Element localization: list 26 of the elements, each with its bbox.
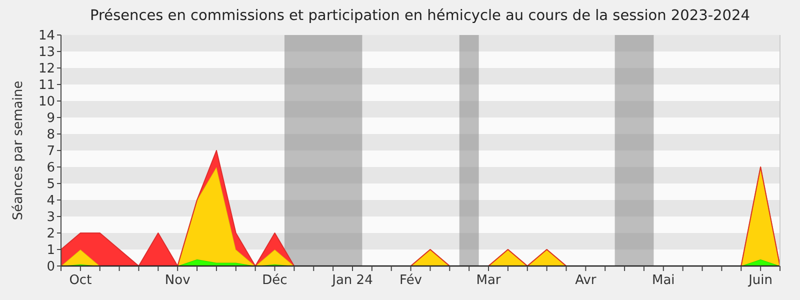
x-tick-label: Juin [748, 273, 773, 288]
y-tick-label: 4 [46, 194, 55, 209]
x-tick-label: Nov [164, 273, 191, 288]
y-tick-label: 1 [46, 243, 55, 258]
y-tick-label: 14 [38, 28, 55, 44]
x-tick-label: Avr [575, 273, 597, 288]
y-tick-label: 12 [38, 62, 55, 77]
y-tick-label: 13 [38, 45, 55, 60]
x-tick-label: Déc [262, 273, 288, 288]
y-tick-label: 2 [46, 226, 55, 242]
y-tick-label: 11 [38, 78, 55, 94]
y-tick-label: 10 [38, 94, 55, 110]
y-tick-label: 8 [46, 128, 55, 143]
y-tick-label: 9 [46, 111, 55, 126]
y-axis-title: Séances par semaine [11, 80, 26, 220]
y-tick-label: 3 [46, 210, 55, 226]
x-tick-label: Mar [476, 273, 502, 288]
y-tick-label: 7 [46, 144, 55, 160]
x-tick-label: Fév [400, 273, 422, 288]
chart-title: Présences en commissions et participation en hémicycle au cours de la session 2023-2024 [90, 8, 750, 24]
x-tick-label: Jan 24 [331, 273, 373, 288]
y-tick-label: 6 [46, 160, 55, 176]
x-tick-label: Oct [69, 273, 92, 288]
x-tick-label: Mai [652, 273, 675, 288]
y-tick-label: 0 [46, 260, 55, 275]
y-tick-label: 5 [46, 177, 55, 192]
